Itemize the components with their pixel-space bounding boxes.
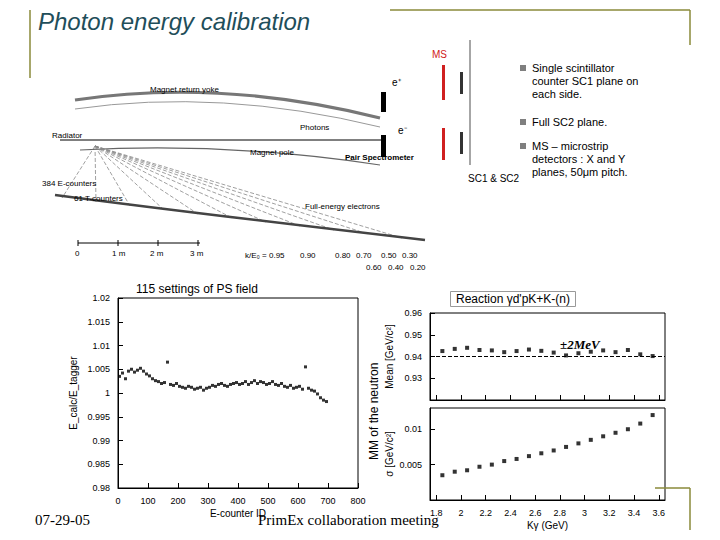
svg-text:σ [GeV/c²]: σ [GeV/c²]: [384, 431, 395, 477]
svg-text:800: 800: [350, 496, 365, 506]
svg-text:planes, 50μm pitch.: planes, 50μm pitch.: [532, 166, 628, 178]
svg-text:0.005: 0.005: [399, 460, 422, 470]
svg-text:1.01: 1.01: [92, 341, 110, 351]
svg-text:MS – microstrip: MS – microstrip: [532, 140, 608, 152]
svg-text:3.6: 3.6: [653, 508, 666, 518]
svg-text:0.93: 0.93: [404, 373, 422, 383]
svg-text:1.8: 1.8: [430, 508, 443, 518]
svg-text:2.2: 2.2: [479, 508, 492, 518]
svg-text:3.4: 3.4: [628, 508, 641, 518]
svg-text:2.4: 2.4: [504, 508, 517, 518]
svg-text:2: 2: [458, 508, 463, 518]
svg-text:2.6: 2.6: [529, 508, 542, 518]
svg-text:3: 3: [582, 508, 587, 518]
svg-text:100: 100: [140, 496, 155, 506]
svg-text:E_calc/E_tagger: E_calc/E_tagger: [68, 356, 79, 430]
svg-text:0.95: 0.95: [404, 330, 422, 340]
svg-text:SC1 & SC2: SC1 & SC2: [468, 173, 520, 184]
svg-text:0.90: 0.90: [300, 251, 316, 260]
svg-text:0.40: 0.40: [388, 263, 404, 272]
svg-text:07-29-05: 07-29-05: [35, 512, 90, 528]
svg-text:115 settings of PS field: 115 settings of PS field: [136, 282, 258, 296]
svg-text:Full SC2 plane.: Full SC2 plane.: [532, 116, 607, 128]
svg-text:1.005: 1.005: [87, 364, 110, 374]
svg-text:PrimEx collaboration meeting: PrimEx collaboration meeting: [258, 512, 439, 528]
svg-text:Mean [GeV/c²]: Mean [GeV/c²]: [384, 324, 395, 389]
svg-text:Kγ (GeV): Kγ (GeV): [527, 520, 568, 531]
svg-text:0.30: 0.30: [402, 251, 418, 260]
svg-text:E-counter ID: E-counter ID: [210, 508, 266, 519]
svg-text:each side.: each side.: [532, 88, 582, 100]
svg-text:600: 600: [290, 496, 305, 506]
svg-text:0.20: 0.20: [410, 263, 426, 272]
svg-text:e⁺: e⁺: [392, 77, 402, 88]
svg-text:0.99: 0.99: [92, 436, 110, 446]
svg-text:0.98: 0.98: [92, 483, 110, 493]
svg-text:200: 200: [170, 496, 185, 506]
svg-text:1: 1: [105, 388, 110, 398]
svg-text:e⁻: e⁻: [398, 125, 408, 136]
svg-text:counter SC1 plane on: counter SC1 plane on: [532, 75, 638, 87]
svg-text:1.02: 1.02: [92, 293, 110, 303]
svg-text:Reaction γd'pK+K-(n): Reaction γd'pK+K-(n): [456, 292, 570, 306]
svg-text:0: 0: [75, 249, 80, 258]
svg-text:Magnet return yoke: Magnet return yoke: [150, 85, 219, 94]
svg-text:0.60: 0.60: [366, 263, 382, 272]
svg-text:1.015: 1.015: [87, 317, 110, 327]
svg-text:Radiator: Radiator: [52, 131, 83, 140]
svg-text:MS: MS: [432, 49, 447, 60]
svg-text:700: 700: [320, 496, 335, 506]
svg-text:0: 0: [115, 496, 120, 506]
svg-text:Single scintillator: Single scintillator: [532, 62, 615, 74]
svg-text:Photons: Photons: [300, 123, 329, 132]
svg-text:Pair Spectrometer: Pair Spectrometer: [345, 153, 414, 162]
svg-text:Photon energy calibration: Photon energy calibration: [38, 8, 310, 35]
svg-text:0.995: 0.995: [87, 412, 110, 422]
svg-text:500: 500: [260, 496, 275, 506]
svg-text:300: 300: [200, 496, 215, 506]
svg-text:400: 400: [230, 496, 245, 506]
svg-text:0.50: 0.50: [381, 251, 397, 260]
svg-text:2 m: 2 m: [150, 249, 164, 258]
svg-text:Magnet pole: Magnet pole: [250, 148, 295, 157]
svg-text:0.96: 0.96: [404, 308, 422, 318]
svg-text:Full-energy electrons: Full-energy electrons: [305, 202, 380, 211]
svg-text:0.94: 0.94: [404, 352, 422, 362]
svg-text:3.2: 3.2: [603, 508, 616, 518]
svg-text:0.70: 0.70: [356, 251, 372, 260]
svg-text:2.8: 2.8: [554, 508, 567, 518]
svg-text:k/E₀ = 0.95: k/E₀ = 0.95: [245, 251, 285, 260]
svg-text:0.80: 0.80: [335, 251, 351, 260]
svg-text:1 m: 1 m: [112, 249, 126, 258]
svg-text:61 T-counters: 61 T-counters: [74, 194, 123, 203]
svg-text:0.985: 0.985: [87, 459, 110, 469]
svg-text:3 m: 3 m: [190, 249, 204, 258]
svg-text:detectors : X and Y: detectors : X and Y: [532, 153, 626, 165]
svg-text:±2MeV: ±2MeV: [560, 337, 601, 352]
svg-text:MM of the neutron: MM of the neutron: [367, 363, 381, 460]
svg-text:384 E-counters: 384 E-counters: [42, 179, 96, 188]
svg-text:0.01: 0.01: [404, 424, 422, 434]
